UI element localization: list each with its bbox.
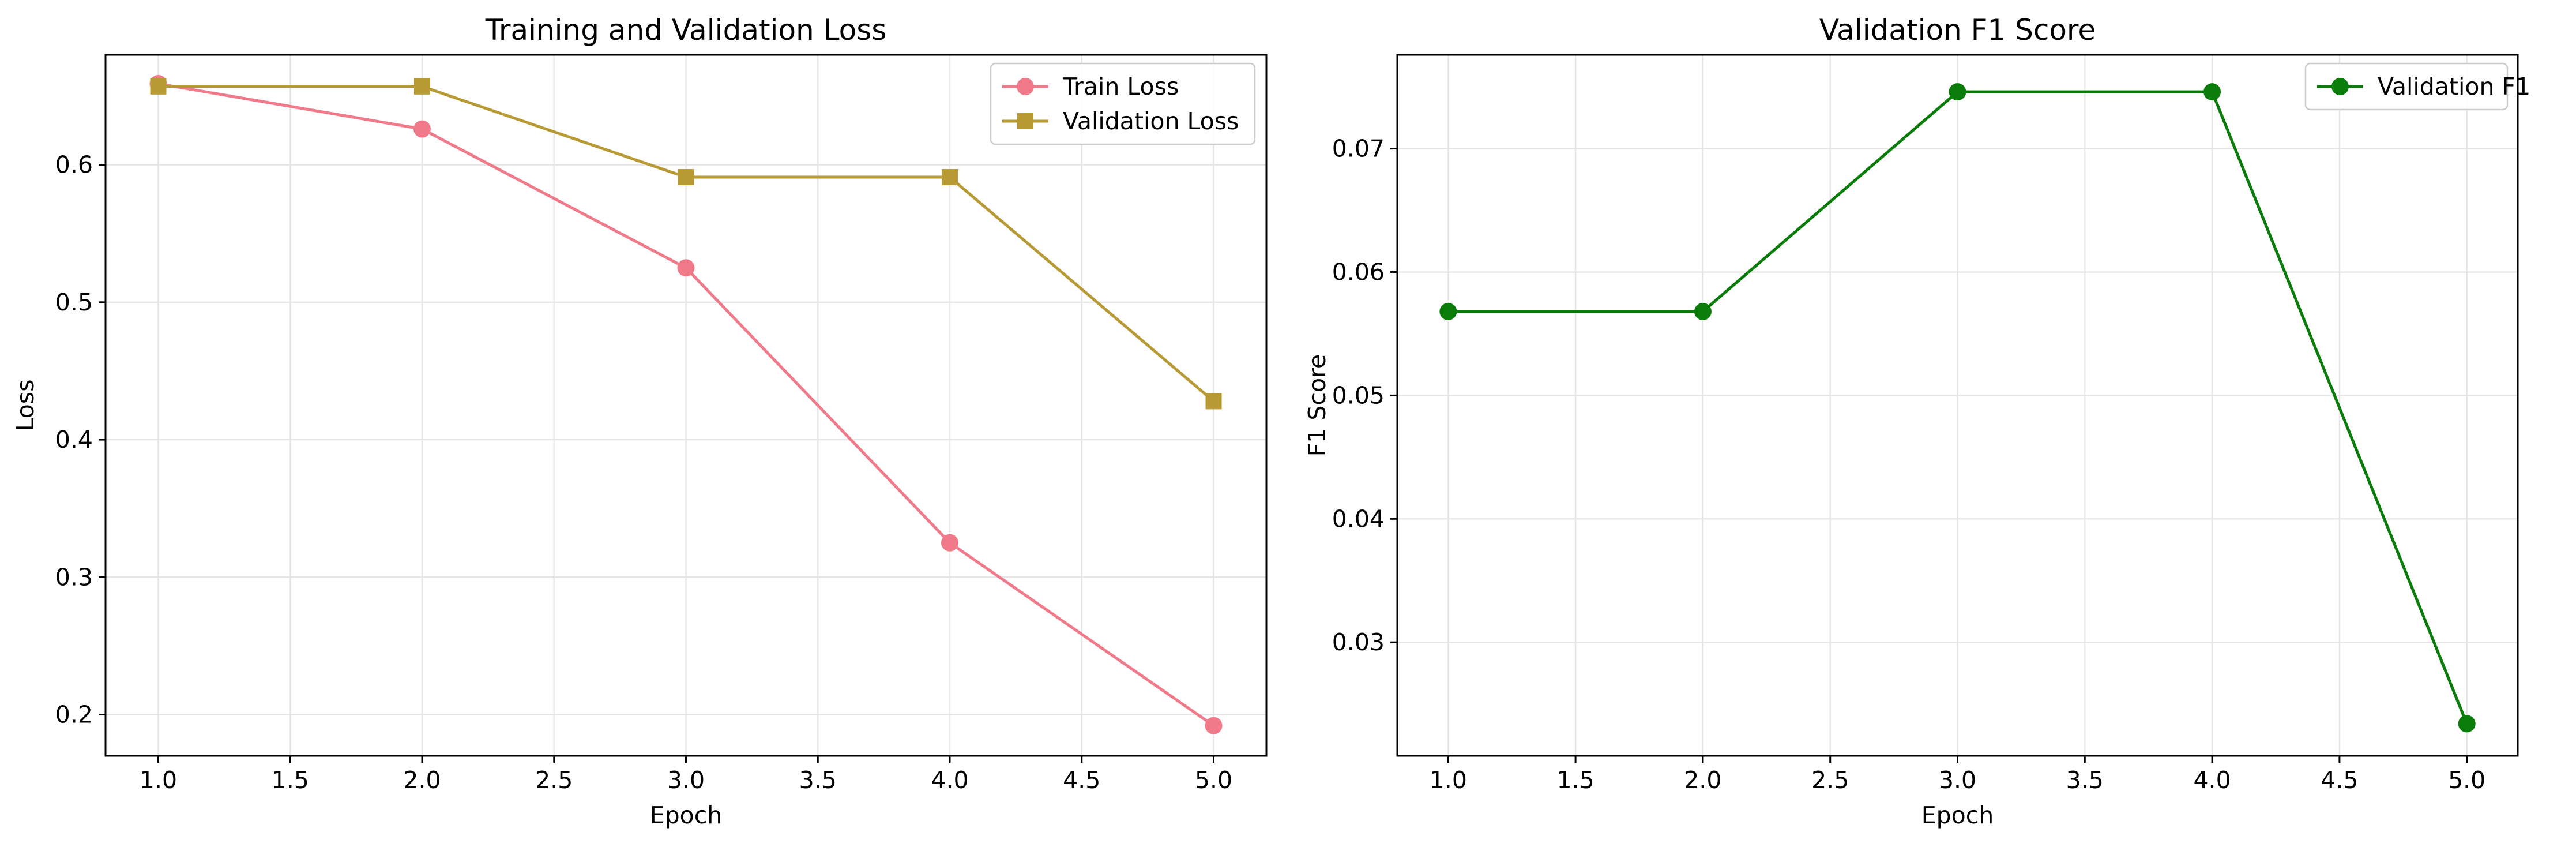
data-point-marker <box>1205 393 1222 410</box>
y-tick-label: 0.06 <box>1332 258 1385 286</box>
data-point-marker <box>1694 302 1712 320</box>
x-tick-label: 3.0 <box>1939 766 1976 794</box>
x-tick-label: 4.5 <box>2321 766 2358 794</box>
data-point-marker <box>941 534 958 552</box>
x-tick-label: 3.0 <box>667 766 705 794</box>
data-point-marker <box>414 78 430 95</box>
y-tick-label: 0.6 <box>55 151 93 179</box>
y-tick-label: 0.07 <box>1332 135 1385 163</box>
data-point-marker <box>678 169 694 186</box>
y-tick-label: 0.03 <box>1332 628 1385 656</box>
y-tick-label: 0.5 <box>55 288 93 316</box>
x-tick-label: 2.5 <box>1811 766 1849 794</box>
x-tick-label: 2.5 <box>535 766 573 794</box>
y-tick-label: 0.04 <box>1332 505 1385 533</box>
data-point-marker <box>677 259 695 277</box>
x-tick-label: 3.5 <box>799 766 837 794</box>
legend-marker-swatch <box>1017 78 1034 95</box>
data-point-marker <box>1949 83 1966 101</box>
y-axis-label: F1 Score <box>1303 354 1331 457</box>
legend-label: Train Loss <box>1062 73 1179 100</box>
data-point-marker <box>413 120 431 138</box>
x-tick-label: 2.0 <box>1684 766 1721 794</box>
chart-title: Training and Validation Loss <box>485 13 887 47</box>
x-tick-label: 1.5 <box>1557 766 1595 794</box>
data-point-marker <box>2203 83 2221 101</box>
x-tick-label: 2.0 <box>403 766 441 794</box>
legend-box <box>2304 62 2509 111</box>
x-tick-label: 4.5 <box>1063 766 1100 794</box>
x-tick-label: 3.5 <box>2066 766 2104 794</box>
y-tick-label: 0.2 <box>55 701 93 729</box>
x-tick-label: 4.0 <box>2193 766 2231 794</box>
data-point-marker <box>942 169 958 186</box>
x-axis-label: Epoch <box>1921 801 1994 829</box>
y-tick-label: 0.4 <box>55 426 93 454</box>
data-point-marker <box>1205 717 1223 734</box>
x-tick-label: 5.0 <box>2448 766 2485 794</box>
x-tick-label: 5.0 <box>1195 766 1232 794</box>
y-axis-label: Loss <box>12 380 39 432</box>
chart-title: Validation F1 Score <box>1819 13 2096 47</box>
legend-marker-swatch <box>2331 78 2349 95</box>
legend-marker-swatch <box>1017 113 1033 129</box>
x-axis-label: Epoch <box>650 801 723 829</box>
data-point-marker <box>1439 302 1457 320</box>
data-point-marker <box>2458 715 2476 733</box>
loss-chart-panel: 1.0 1.5 2.0 2.5 3.0 3.5 4.0 4.5 5.0 0.2 0.3 0.4 0.5 0… <box>12 13 1268 829</box>
legend-label: Validation F1 <box>2378 73 2530 100</box>
legend-box <box>990 62 1256 145</box>
y-tick-label: 0.3 <box>55 563 93 591</box>
data-point-marker <box>150 78 167 95</box>
f1-chart-panel: 1.0 1.5 2.0 2.5 3.0 3.5 4.0 4.5 5.0 0.03 0.04 0.05 0… <box>1303 13 2530 829</box>
x-tick-label: 1.0 <box>140 766 177 794</box>
y-tick-label: 0.05 <box>1332 381 1385 409</box>
x-tick-label: 4.0 <box>931 766 968 794</box>
x-tick-label: 1.5 <box>272 766 309 794</box>
legend-label: Validation Loss <box>1063 107 1239 135</box>
x-tick-label: 1.0 <box>1430 766 1467 794</box>
